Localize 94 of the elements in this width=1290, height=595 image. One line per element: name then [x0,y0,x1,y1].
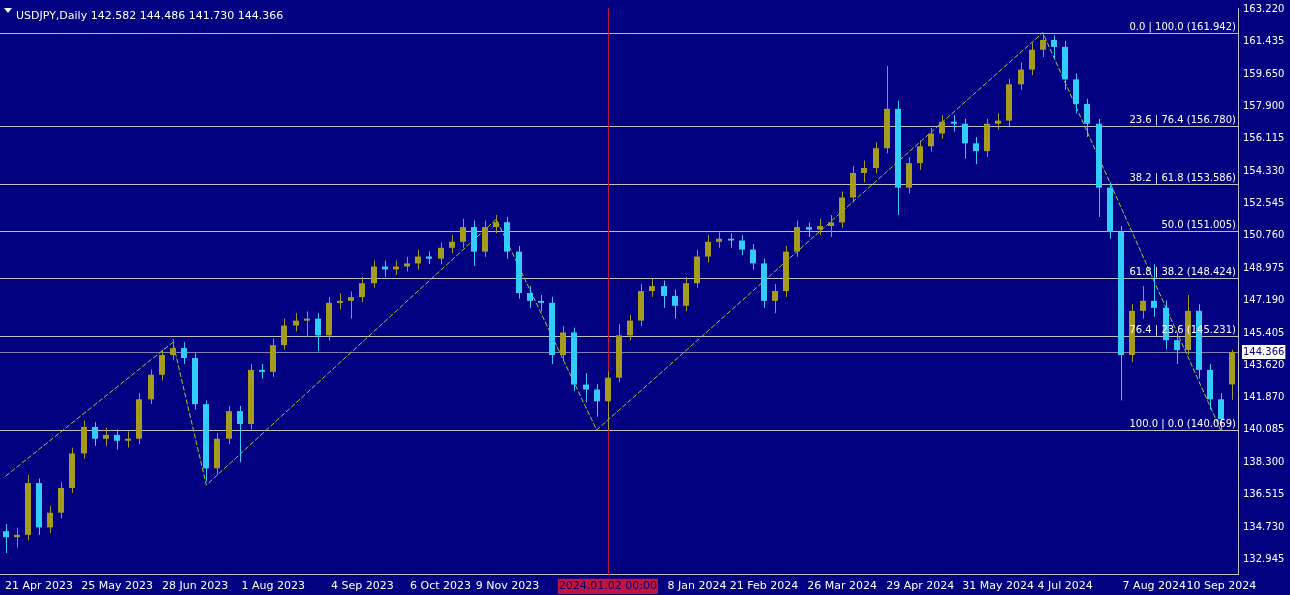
candlestick [1151,263,1157,318]
x-tick-label: 21 Feb 2024 [729,579,799,593]
candlestick [973,136,979,165]
y-tick-label: 134.730 [1243,520,1285,532]
candlestick [359,276,365,303]
x-tick-label: 7 Aug 2024 [1122,579,1187,593]
candlestick [1029,42,1035,76]
candlestick [315,312,321,352]
y-tick-label: 141.870 [1243,390,1285,402]
y-tick-label: 145.405 [1243,326,1285,338]
ref-line-label: 23.6 | 76.4 (156.780) [1129,114,1237,127]
candlestick [1140,285,1146,320]
candlestick [3,523,9,554]
y-tick-label: 156.115 [1243,132,1285,144]
candlestick [460,218,466,249]
x-tick-label: 21 Apr 2023 [5,579,74,593]
x-tick-label: 9 Nov 2023 [475,579,540,593]
x-tick-label: 10 Sep 2024 [1186,579,1257,593]
y-tick-label: 144.366 [1243,345,1285,357]
candlestick [661,280,667,309]
x-tick-label: 8 Jan 2024 [667,579,727,593]
y-tick-label: 152.545 [1243,196,1285,208]
candlestick [772,283,778,314]
y-tick-label: 147.190 [1243,294,1285,306]
x-tick-label: 28 Jun 2023 [162,579,229,593]
candlestick [828,214,834,238]
candlestick [438,241,444,265]
candlestick [928,127,934,153]
x-tick-label: 2024.01.02 00:00 [558,579,657,593]
y-tick-label: 140.085 [1243,423,1285,435]
candlestick [304,310,310,338]
candlestick [1084,98,1090,138]
candlestick [873,141,879,174]
candlestick [293,312,299,332]
y-tick-label: 138.300 [1243,455,1285,467]
candlestick [649,278,655,298]
candlestick [449,234,455,254]
candlestick [181,341,187,365]
y-tick-label: 161.435 [1243,35,1285,47]
candlestick [170,338,176,361]
candlestick [47,505,53,534]
candlestick [605,370,611,431]
candlestick [683,276,689,312]
candlestick [672,289,678,320]
candlestick [1051,34,1057,60]
y-tick-label: 150.760 [1243,229,1285,241]
y-tick-label: 148.975 [1243,261,1285,273]
y-tick-label: 163.220 [1243,3,1285,15]
candlestick [237,405,243,463]
candlestick [493,214,499,234]
y-tick-label: 136.515 [1243,488,1285,500]
candlestick [114,428,120,450]
candlestick [739,234,745,256]
x-tick-label: 6 Oct 2023 [410,579,472,593]
x-tick-label: 1 Aug 2023 [241,579,305,593]
candlestick [627,314,633,341]
ref-line-label: 61.8 | 38.2 (148.424) [1129,266,1237,279]
y-tick-label: 157.900 [1243,99,1285,111]
candlestick [281,318,287,351]
ref-line-label: 0.0 | 100.0 (161.942) [1129,21,1237,34]
candlestick [939,114,945,140]
x-tick-label: 26 Mar 2024 [807,579,877,593]
candlestick [583,372,589,403]
candlestick [348,290,354,320]
y-tick-label: 159.650 [1243,67,1285,79]
ref-line-label: 38.2 | 61.8 (153.586) [1129,172,1237,185]
candlestick [159,349,165,381]
y-tick-label: 143.620 [1243,359,1285,371]
y-tick-label: 154.330 [1243,164,1285,176]
candlestick [125,430,131,449]
candlestick [103,427,109,447]
candlestick [337,292,343,311]
y-tick-label: 132.945 [1243,553,1285,565]
candlestick [594,383,600,418]
candlestick [705,234,711,263]
candlestick [560,325,566,361]
candlestick [92,421,98,447]
candlestick [962,118,968,160]
candlestick [1040,32,1046,58]
x-tick-label: 25 May 2023 [81,579,153,593]
ref-line-label: 50.0 (151.005) [1161,219,1237,231]
candlestick [1018,62,1024,91]
candlestick [750,243,756,271]
candlestick [917,140,923,171]
candlestick [371,260,377,289]
x-tick-label: 4 Sep 2023 [331,579,394,593]
x-tick-label: 29 Apr 2024 [886,579,955,593]
chart-title: USDJPY,Daily 142.582 144.486 141.730 144.366 [16,9,284,23]
candlestick [951,114,957,133]
candlestick [527,285,533,309]
candlestick [1174,332,1180,365]
candlestick [861,160,867,183]
x-tick-label: 31 May 2024 [962,579,1035,593]
x-tick-label: 4 Jul 2024 [1037,579,1093,593]
